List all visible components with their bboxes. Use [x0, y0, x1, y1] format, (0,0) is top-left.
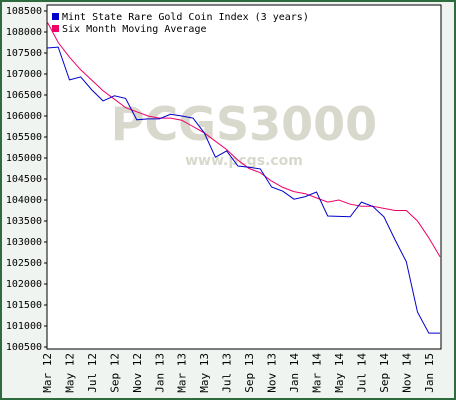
y-tick-label: 103500: [6, 216, 42, 227]
x-tick-label: Jan 14: [288, 353, 301, 393]
x-tick-label: Jul 13: [221, 353, 234, 393]
y-tick-label: 107000: [6, 69, 42, 80]
legend-label: Mint State Rare Gold Coin Index (3 years…: [62, 12, 309, 23]
y-tick-label: 101500: [6, 300, 42, 311]
x-tick-label: Sep 14: [378, 353, 391, 393]
x-tick-label: Mar 14: [310, 353, 323, 393]
x-tick-label: Jan 13: [153, 353, 166, 393]
y-tick-label: 106000: [6, 111, 42, 122]
y-tick-label: 108500: [6, 6, 42, 17]
y-tick-label: 102500: [6, 258, 42, 269]
x-tick-label: May 13: [198, 353, 211, 393]
x-tick-label: Nov 12: [131, 353, 144, 393]
watermark-url: www.pcgs.com: [185, 153, 303, 169]
plot-area: [46, 4, 442, 350]
x-tick-label: May 14: [333, 353, 346, 393]
y-tick-label: 107500: [6, 48, 42, 59]
x-tick-label: Nov 13: [266, 353, 279, 393]
y-tick-label: 105500: [6, 132, 42, 143]
x-tick-label: Sep 12: [108, 353, 121, 393]
series-line: [46, 46, 440, 334]
x-tick-label: Mar 12: [41, 353, 54, 393]
y-tick-label: 102000: [6, 279, 42, 290]
watermark: PCGS3000: [111, 97, 377, 151]
x-tick-label: Jul 12: [86, 353, 99, 393]
y-tick-label: 103000: [6, 237, 42, 248]
y-tick-label: 106500: [6, 90, 42, 101]
x-tick-label: Jan 15: [423, 353, 436, 393]
legend-swatch: [52, 13, 59, 20]
y-tick-label: 101000: [6, 321, 42, 332]
x-tick-label: Sep 13: [243, 353, 256, 393]
y-tick-label: 104500: [6, 174, 42, 185]
y-tick-label: 108000: [6, 27, 42, 38]
x-tick-label: May 12: [63, 353, 76, 393]
y-tick-label: 104000: [6, 195, 42, 206]
legend-swatch: [52, 25, 59, 32]
x-tick-label: Nov 14: [400, 353, 413, 393]
x-tick-label: Mar 13: [176, 353, 189, 393]
y-tick-label: 105000: [6, 153, 42, 164]
y-tick-label: 100500: [6, 342, 42, 353]
series-line: [46, 21, 441, 257]
x-tick-label: Jul 14: [355, 353, 368, 393]
legend-label: Six Month Moving Average: [62, 24, 207, 35]
